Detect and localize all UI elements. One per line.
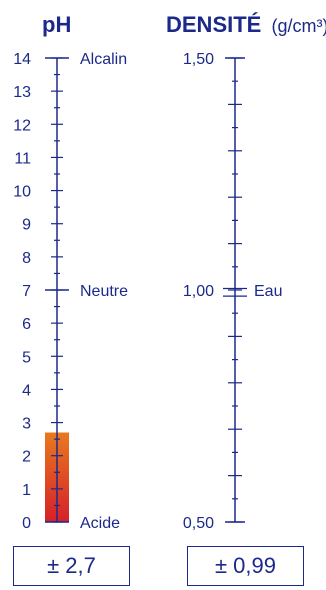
ph-tick-label: 12 [13, 117, 31, 134]
ph-tick-label: 9 [22, 217, 31, 234]
ph-annotation-label: Neutre [80, 283, 128, 300]
ph-tick-label: 11 [14, 150, 31, 167]
density-readout-value: ± 0,99 [214, 553, 276, 578]
ph-annotation-label: Acide [80, 515, 120, 532]
ph-tick-label: 14 [13, 51, 31, 68]
ph-tick-label: 10 [13, 184, 31, 201]
ph-tick-label: 1 [22, 482, 31, 499]
ph-tick-label: 3 [22, 416, 31, 433]
density-tick-label: 1,50 [183, 51, 214, 68]
density-title-word: DENSITÉ [166, 12, 261, 37]
ph-tick-label: 7 [22, 283, 31, 300]
ph-annotation-label: Alcalin [80, 51, 127, 68]
ph-tick-label: 0 [22, 515, 31, 532]
density-annotation-label: Eau [254, 283, 282, 300]
density-readout-box: ± 0,99 [187, 546, 304, 586]
density-tick-label: 0,50 [183, 515, 214, 532]
density-tick-label: 1,00 [183, 283, 214, 300]
ph-tick-label: 13 [13, 84, 31, 101]
ph-readout-value: ± 2,7 [47, 553, 96, 578]
ph-tick-label: 4 [22, 382, 31, 399]
ph-title: pH [42, 12, 71, 37]
density-title-unit: (g/cm³) [271, 16, 326, 36]
density-scale: Eau 1,50 1,00 0,50 [183, 51, 283, 532]
ph-tick-label: 8 [22, 250, 31, 267]
ph-tick-label: 2 [22, 449, 31, 466]
ph-tick-label: 6 [22, 316, 31, 333]
ph-readout-box: ± 2,7 [13, 546, 130, 586]
density-title: DENSITÉ (g/cm³) [166, 12, 326, 37]
ph-tick-label: 5 [22, 349, 31, 366]
